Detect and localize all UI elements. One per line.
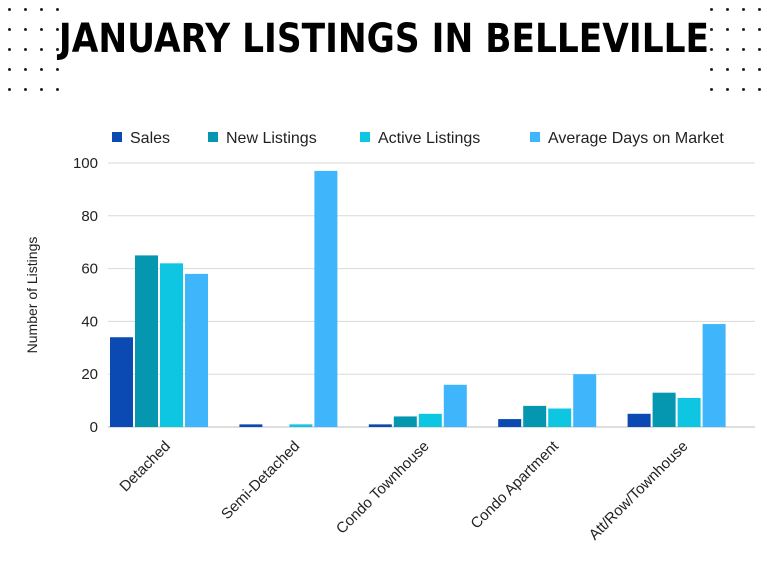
legend-swatch (112, 132, 122, 142)
decorative-dot (758, 28, 761, 31)
decorative-dot (40, 48, 43, 51)
y-tick-label: 60 (81, 261, 98, 278)
legend-label: Average Days on Market (548, 130, 724, 147)
decorative-dot (710, 68, 713, 71)
decorative-dot (40, 8, 43, 11)
y-tick-label: 80 (81, 208, 98, 225)
x-tick-label: Att/Row/Townhouse (586, 438, 692, 544)
decorative-dot (56, 88, 59, 91)
x-tick-label: Condo Apartment (467, 437, 562, 532)
decorative-dot (742, 28, 745, 31)
decorative-dot (710, 88, 713, 91)
legend-label: New Listings (226, 130, 317, 147)
decorative-dot (8, 8, 11, 11)
decorative-dot (40, 68, 43, 71)
decorative-dot (56, 48, 59, 51)
decorative-dot (56, 28, 59, 31)
bar-new-listings (135, 255, 158, 427)
bar-sales (498, 419, 522, 427)
decorative-dot (24, 88, 27, 91)
decorative-dot (8, 68, 11, 71)
decorative-dot (40, 88, 43, 91)
decorative-dot (726, 28, 729, 31)
decorative-dot (758, 48, 761, 51)
legend-swatch (530, 132, 540, 142)
bar-average-days-on-market (702, 324, 726, 427)
legend-swatch (208, 132, 218, 142)
decorative-dot (758, 68, 761, 71)
y-tick-label: 20 (81, 366, 98, 383)
bar-sales (110, 337, 133, 427)
decorative-dot (710, 48, 713, 51)
decorative-dot (56, 8, 59, 11)
legend-label: Sales (130, 130, 170, 147)
bar-active-listings (289, 424, 313, 427)
decorative-dot (24, 48, 27, 51)
decorative-dot (758, 88, 761, 91)
decorative-dot (726, 8, 729, 11)
y-tick-label: 100 (73, 155, 98, 172)
bar-new-listings (393, 416, 417, 427)
bar-average-days-on-market (185, 273, 208, 427)
x-tick-label: Condo Townhouse (333, 438, 433, 538)
decorative-dot (24, 8, 27, 11)
y-tick-label: 0 (90, 419, 98, 436)
decorative-dot (726, 68, 729, 71)
decorative-dot (710, 28, 713, 31)
decorative-dot (24, 68, 27, 71)
x-tick-label: Semi-Detached (218, 438, 303, 523)
decorative-dot (758, 8, 761, 11)
bar-new-listings (652, 392, 676, 427)
bar-active-listings (418, 413, 442, 427)
decorative-dot (726, 88, 729, 91)
decorative-dot (742, 48, 745, 51)
bar-active-listings (160, 263, 183, 427)
decorative-dot (56, 68, 59, 71)
decorative-dot (710, 8, 713, 11)
decorative-dot (742, 8, 745, 11)
bar-active-listings (548, 408, 572, 427)
decorative-dot (742, 68, 745, 71)
bar-new-listings (523, 405, 547, 427)
decorative-dot (8, 88, 11, 91)
bar-active-listings (677, 397, 701, 427)
y-axis-label: Number of Listings (24, 237, 40, 354)
decorative-dots-left (8, 8, 59, 91)
bar-average-days-on-market (443, 384, 467, 427)
legend-swatch (360, 132, 370, 142)
decorative-dot (24, 28, 27, 31)
bar-sales (627, 413, 651, 427)
bar-average-days-on-market (573, 374, 597, 427)
bar-average-days-on-market (314, 170, 338, 428)
decorative-dot (8, 28, 11, 31)
decorative-dot (726, 48, 729, 51)
page-title: JANUARY LISTINGS IN BELLEVILLE (58, 16, 710, 62)
decorative-dot (742, 88, 745, 91)
decorative-dot (40, 28, 43, 31)
bar-sales (239, 424, 263, 427)
legend-label: Active Listings (378, 130, 480, 147)
decorative-dot (8, 48, 11, 51)
decorative-dots-right (710, 8, 761, 91)
x-tick-label: Detached (116, 438, 173, 495)
bar-sales (368, 424, 392, 427)
y-tick-label: 40 (81, 313, 98, 330)
